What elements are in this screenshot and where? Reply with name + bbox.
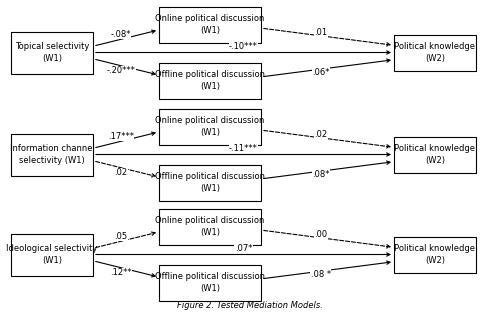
Text: .08 *: .08 * bbox=[311, 270, 331, 279]
FancyBboxPatch shape bbox=[159, 108, 261, 145]
Text: Online political discussion
(W1): Online political discussion (W1) bbox=[156, 216, 264, 237]
FancyBboxPatch shape bbox=[159, 265, 261, 301]
Text: Online political discussion
(W1): Online political discussion (W1) bbox=[156, 117, 264, 136]
FancyBboxPatch shape bbox=[394, 136, 476, 173]
Text: -.08*: -.08* bbox=[110, 30, 131, 38]
FancyBboxPatch shape bbox=[394, 35, 476, 71]
FancyBboxPatch shape bbox=[159, 62, 261, 99]
Text: Offline political discussion
(W1): Offline political discussion (W1) bbox=[155, 172, 265, 192]
Text: -.20***: -.20*** bbox=[106, 66, 135, 76]
Text: Figure 2. Tested Mediation Models.: Figure 2. Tested Mediation Models. bbox=[177, 301, 323, 310]
FancyBboxPatch shape bbox=[159, 164, 261, 201]
Text: Online political discussion
(W1): Online political discussion (W1) bbox=[156, 14, 264, 35]
Text: Offline political discussion
(W1): Offline political discussion (W1) bbox=[155, 71, 265, 90]
FancyBboxPatch shape bbox=[11, 134, 93, 175]
Text: .06*: .06* bbox=[312, 68, 330, 77]
Text: .00: .00 bbox=[314, 230, 328, 239]
Text: .07*: .07* bbox=[235, 244, 252, 253]
Text: Topical selectivity
(W1): Topical selectivity (W1) bbox=[15, 43, 89, 63]
FancyBboxPatch shape bbox=[394, 237, 476, 272]
FancyBboxPatch shape bbox=[159, 7, 261, 43]
FancyBboxPatch shape bbox=[11, 233, 93, 276]
FancyBboxPatch shape bbox=[11, 32, 93, 73]
Text: .02: .02 bbox=[314, 130, 328, 139]
Text: .01: .01 bbox=[314, 28, 328, 37]
Text: Information channel
selectivity (W1): Information channel selectivity (W1) bbox=[10, 145, 94, 164]
FancyBboxPatch shape bbox=[159, 209, 261, 244]
Text: .12**: .12** bbox=[110, 268, 132, 278]
Text: .08*: .08* bbox=[312, 170, 330, 179]
Text: -.11***: -.11*** bbox=[229, 144, 258, 153]
Text: Political knowledge
(W2): Political knowledge (W2) bbox=[394, 244, 475, 265]
Text: .17***: .17*** bbox=[108, 132, 134, 140]
Text: Political knowledge
(W2): Political knowledge (W2) bbox=[394, 145, 475, 164]
Text: Political knowledge
(W2): Political knowledge (W2) bbox=[394, 43, 475, 63]
Text: .05: .05 bbox=[114, 232, 128, 241]
Text: .02: .02 bbox=[114, 169, 128, 177]
Text: Ideological selectivity
(W1): Ideological selectivity (W1) bbox=[6, 244, 98, 265]
Text: Offline political discussion
(W1): Offline political discussion (W1) bbox=[155, 272, 265, 293]
Text: -.10***: -.10*** bbox=[229, 42, 258, 51]
